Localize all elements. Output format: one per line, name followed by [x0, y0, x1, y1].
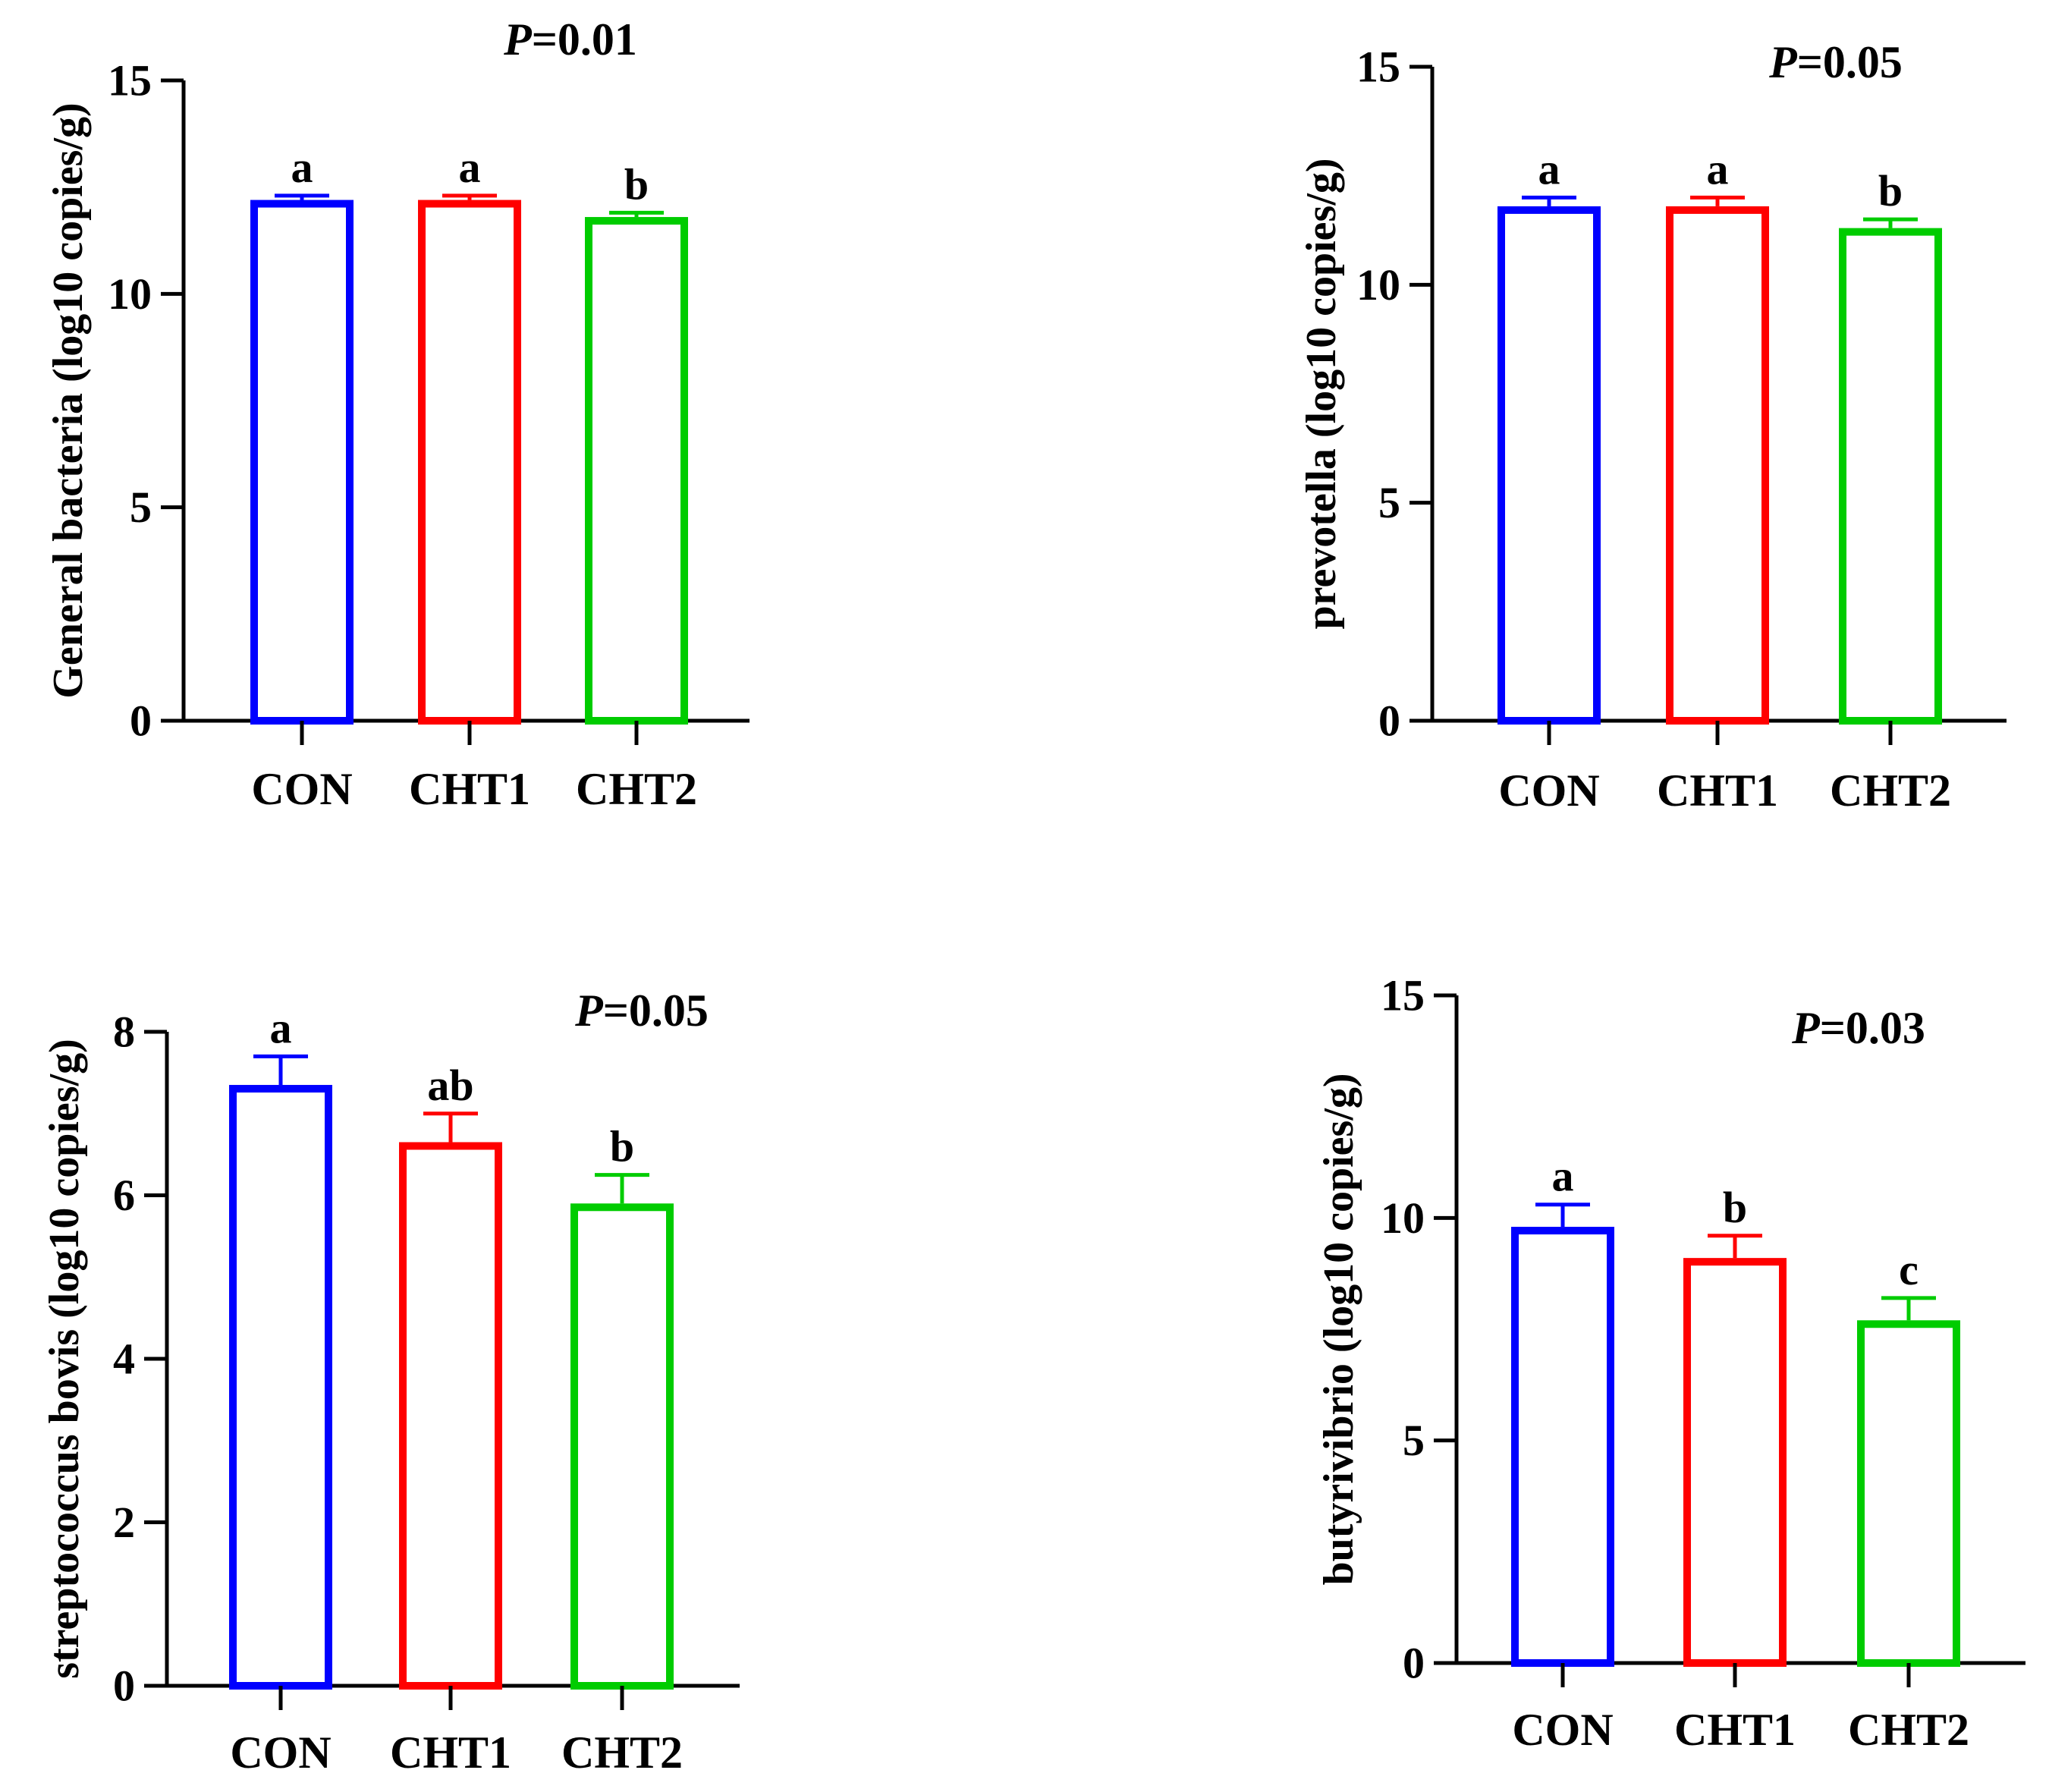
bar-con — [229, 1085, 332, 1690]
p-value-label: P=0.03 — [1791, 1003, 1925, 1053]
p-symbol: P — [503, 14, 533, 64]
y-tick-label: 15 — [1381, 971, 1425, 1020]
x-tick-label: CHT2 — [576, 764, 697, 814]
significance-letter: ab — [427, 1061, 473, 1110]
p-value-label: P=0.01 — [503, 14, 637, 64]
x-tick-label: CON — [1498, 766, 1599, 816]
x-tick-label: CHT1 — [390, 1728, 511, 1778]
y-tick-label: 10 — [108, 269, 152, 319]
bar-cht2 — [585, 217, 688, 725]
y-tick-label: 0 — [113, 1662, 135, 1711]
bar-cht2 — [1857, 1320, 1960, 1668]
p-value: =0.05 — [603, 986, 709, 1036]
significance-letter: a — [1707, 144, 1729, 193]
y-tick-label: 5 — [1378, 478, 1400, 527]
y-tick-label: 4 — [113, 1335, 135, 1384]
bar-con — [1511, 1227, 1614, 1667]
y-tick-label: 2 — [113, 1498, 135, 1547]
y-tick-label: 10 — [1356, 260, 1400, 310]
p-symbol: P — [1791, 1003, 1821, 1053]
x-tick-label: CHT2 — [561, 1728, 683, 1778]
chart-panel-4: 0 5 10 15 a CON b CHT1 c CHT2 butyrivibrio (log10 … — [1315, 971, 2025, 1755]
chart-panel-1: 0 5 10 15 a CON a CHT1 b CHT2 General bacteria (lo… — [45, 14, 750, 814]
p-value-label: P=0.05 — [574, 986, 709, 1036]
significance-letter: b — [1723, 1183, 1747, 1232]
significance-letter: a — [1552, 1152, 1574, 1201]
bar-cht1 — [1666, 206, 1769, 725]
significance-letter: a — [1538, 144, 1560, 193]
bar-con — [250, 200, 354, 725]
significance-letter: b — [610, 1122, 634, 1171]
y-tick-label: 0 — [130, 696, 152, 746]
significance-letter: b — [624, 159, 649, 209]
p-value: =0.05 — [1797, 37, 1903, 87]
p-value: =0.01 — [532, 14, 637, 64]
significance-letter: a — [291, 143, 313, 192]
chart-panel-2: 0 5 10 15 a CON a CHT1 b CHT2 prevotella (log10 co… — [1298, 37, 2007, 816]
bar-cht1 — [399, 1142, 502, 1690]
x-tick-label: CHT1 — [1657, 766, 1778, 816]
bar-cht2 — [1839, 228, 1942, 725]
x-tick-label: CHT2 — [1848, 1705, 1969, 1755]
y-tick-label: 10 — [1381, 1193, 1425, 1243]
p-symbol: P — [1768, 37, 1798, 87]
y-tick-label: 0 — [1378, 696, 1400, 746]
y-axis-title: General bacteria (log10 copies/g) — [45, 102, 92, 698]
p-value: =0.03 — [1820, 1003, 1925, 1053]
x-tick-label: CHT1 — [1674, 1705, 1796, 1755]
significance-letter: a — [270, 1003, 292, 1052]
y-tick-label: 6 — [113, 1171, 135, 1220]
significance-letter: b — [1878, 166, 1903, 215]
y-tick-label: 0 — [1403, 1639, 1425, 1688]
x-tick-label: CON — [251, 764, 352, 814]
y-axis-title: prevotella (log10 copies/g) — [1298, 158, 1345, 629]
p-value-label: P=0.05 — [1768, 37, 1903, 87]
x-tick-label: CHT1 — [409, 764, 530, 814]
y-axis-title: streptococcus bovis (log10 copies/g) — [41, 1039, 88, 1679]
chart-panel-3: 0 2 4 6 8 a CON ab CHT1 b CHT2 streptococcus bovis … — [41, 986, 740, 1778]
p-symbol: P — [574, 986, 604, 1036]
y-tick-label: 5 — [1403, 1416, 1425, 1465]
significance-letter: c — [1899, 1245, 1919, 1294]
y-tick-label: 15 — [1356, 42, 1400, 92]
bar-cht1 — [1683, 1258, 1787, 1667]
y-tick-label: 8 — [113, 1008, 135, 1057]
y-tick-label: 15 — [108, 56, 152, 105]
x-tick-label: CON — [230, 1728, 331, 1778]
significance-letter: a — [459, 143, 481, 192]
x-tick-label: CON — [1512, 1705, 1613, 1755]
bar-con — [1497, 206, 1601, 725]
y-axis-title: butyrivibrio (log10 copies/g) — [1315, 1073, 1362, 1585]
bar-cht2 — [570, 1203, 674, 1690]
y-tick-label: 5 — [130, 483, 152, 532]
bar-cht1 — [418, 200, 521, 725]
x-tick-label: CHT2 — [1830, 766, 1951, 816]
